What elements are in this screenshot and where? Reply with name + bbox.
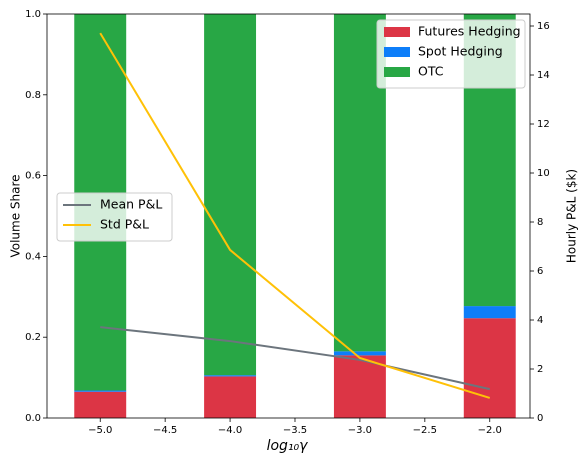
line bbox=[100, 326, 490, 391]
x-tick-label: −2.5 bbox=[413, 425, 437, 436]
y2-tick-label: 10 bbox=[537, 168, 550, 179]
x-tick-label: −4.0 bbox=[218, 425, 242, 436]
y-tick-label: 0.4 bbox=[25, 251, 41, 262]
bar bbox=[74, 390, 127, 392]
legend-label: Mean P&L bbox=[100, 197, 162, 212]
y2-tick-label: 6 bbox=[537, 266, 543, 277]
bar bbox=[204, 375, 257, 377]
legend-box bbox=[376, 19, 526, 89]
x-tick-label: −3.0 bbox=[348, 425, 372, 436]
y2-tick-label: 4 bbox=[537, 315, 543, 326]
legend-swatch bbox=[384, 67, 410, 77]
y-tick-label: 0.8 bbox=[25, 90, 41, 101]
y2-tick-label: 16 bbox=[537, 21, 550, 32]
legend-swatch bbox=[384, 27, 410, 37]
y-tick-label: 1.0 bbox=[25, 9, 41, 20]
y2-tick-label: 2 bbox=[537, 364, 543, 375]
x-tick-label: −5.0 bbox=[88, 425, 112, 436]
legend-swatch bbox=[384, 47, 410, 57]
y-tick-label: 0.6 bbox=[25, 171, 41, 182]
bar bbox=[463, 306, 516, 319]
plot-frame bbox=[46, 13, 531, 419]
x-tick-label: −2.0 bbox=[478, 425, 502, 436]
y2-tick-label: 8 bbox=[537, 217, 543, 228]
legend-label: Spot Hedging bbox=[418, 44, 503, 59]
y-tick-label: 0.0 bbox=[25, 413, 41, 424]
bar bbox=[333, 351, 386, 356]
legend-label: Std P&L bbox=[100, 217, 149, 232]
y2-tick-label: 14 bbox=[537, 70, 550, 81]
bar bbox=[204, 14, 257, 376]
y2-tick-label: 0 bbox=[537, 413, 543, 424]
x-tick-label: −4.5 bbox=[153, 425, 177, 436]
x-axis-label: log₁₀γ bbox=[267, 438, 309, 454]
bar bbox=[333, 355, 386, 418]
legend-label: Futures Hedging bbox=[418, 24, 521, 39]
y-tick-label: 0.2 bbox=[25, 332, 41, 343]
y2-axis-label: Hourly P&L ($k) bbox=[565, 169, 579, 263]
legend-label: OTC bbox=[418, 64, 444, 79]
line bbox=[99, 32, 491, 399]
bar bbox=[463, 318, 516, 418]
bar bbox=[204, 376, 257, 418]
x-tick-label: −3.5 bbox=[283, 425, 307, 436]
bar bbox=[74, 391, 127, 418]
y2-tick-label: 12 bbox=[537, 119, 550, 130]
y-axis-label: Volume Share bbox=[9, 174, 23, 257]
